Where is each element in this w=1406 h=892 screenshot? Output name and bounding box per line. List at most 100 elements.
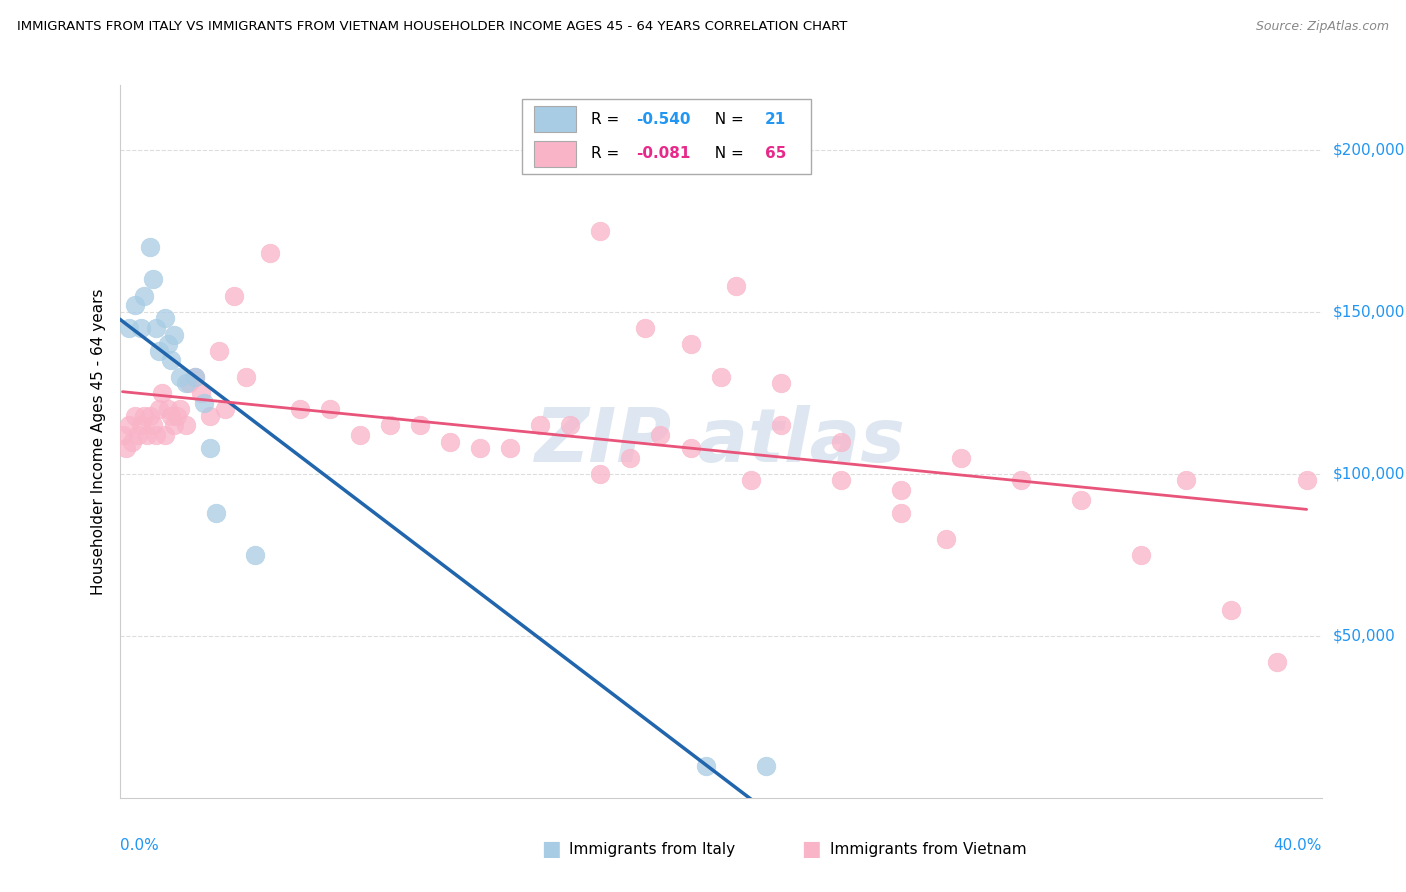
Point — [208, 343, 231, 358]
Point — [117, 321, 139, 335]
Point — [129, 321, 152, 335]
Point — [132, 288, 155, 302]
Point — [1010, 474, 1032, 488]
Point — [204, 506, 226, 520]
Text: IMMIGRANTS FROM ITALY VS IMMIGRANTS FROM VIETNAM HOUSEHOLDER INCOME AGES 45 - 64: IMMIGRANTS FROM ITALY VS IMMIGRANTS FROM… — [17, 20, 848, 33]
Text: $150,000: $150,000 — [1333, 304, 1405, 319]
Point — [177, 376, 200, 391]
Point — [114, 441, 136, 455]
Point — [121, 434, 143, 449]
Point — [1070, 492, 1092, 507]
Point — [830, 474, 852, 488]
Text: -0.540: -0.540 — [637, 112, 690, 127]
Point — [950, 450, 973, 465]
Point — [560, 418, 582, 433]
Point — [468, 441, 492, 455]
Point — [235, 369, 257, 384]
Point — [145, 321, 167, 335]
Point — [709, 369, 731, 384]
Point — [349, 428, 371, 442]
Text: ZIP atlas: ZIP atlas — [536, 405, 905, 478]
Text: ■: ■ — [801, 839, 821, 859]
Point — [222, 288, 245, 302]
Point — [378, 418, 401, 433]
Text: $100,000: $100,000 — [1333, 467, 1405, 482]
Point — [117, 418, 139, 433]
Point — [142, 418, 165, 433]
Point — [288, 402, 311, 417]
Point — [169, 369, 191, 384]
Point — [132, 409, 155, 423]
Point — [159, 353, 181, 368]
Point — [769, 418, 792, 433]
Point — [138, 240, 160, 254]
Point — [650, 428, 672, 442]
FancyBboxPatch shape — [522, 99, 811, 174]
Point — [156, 337, 179, 351]
Text: 40.0%: 40.0% — [1274, 838, 1322, 853]
Text: N =: N = — [704, 146, 748, 161]
Point — [198, 441, 221, 455]
FancyBboxPatch shape — [534, 141, 576, 167]
Point — [150, 385, 173, 400]
Point — [319, 402, 342, 417]
Point — [166, 409, 188, 423]
Text: Immigrants from Vietnam: Immigrants from Vietnam — [830, 842, 1026, 856]
Text: 65: 65 — [765, 146, 786, 161]
Point — [162, 327, 184, 342]
Point — [1295, 474, 1317, 488]
Point — [183, 369, 205, 384]
Point — [634, 321, 657, 335]
Point — [830, 434, 852, 449]
Point — [935, 532, 957, 546]
Point — [755, 759, 778, 773]
Point — [169, 402, 191, 417]
Point — [183, 369, 205, 384]
Point — [193, 395, 215, 409]
Point — [679, 441, 702, 455]
FancyBboxPatch shape — [534, 106, 576, 132]
Point — [409, 418, 432, 433]
Point — [214, 402, 236, 417]
Point — [174, 376, 197, 391]
Point — [153, 428, 176, 442]
Point — [190, 385, 212, 400]
Point — [1175, 474, 1198, 488]
Point — [135, 428, 157, 442]
Point — [1265, 655, 1288, 669]
Text: Immigrants from Italy: Immigrants from Italy — [569, 842, 735, 856]
Text: N =: N = — [704, 112, 748, 127]
Point — [156, 402, 179, 417]
Point — [148, 343, 170, 358]
Text: $200,000: $200,000 — [1333, 142, 1405, 157]
Point — [142, 272, 165, 286]
Point — [174, 418, 197, 433]
Point — [619, 450, 641, 465]
Text: ■: ■ — [541, 839, 561, 859]
Point — [589, 224, 612, 238]
Point — [439, 434, 461, 449]
Point — [127, 428, 149, 442]
Point — [890, 506, 912, 520]
Text: -0.081: -0.081 — [637, 146, 690, 161]
Point — [138, 409, 160, 423]
Point — [890, 483, 912, 498]
Point — [499, 441, 522, 455]
Point — [589, 467, 612, 481]
Point — [529, 418, 551, 433]
Point — [111, 428, 134, 442]
Point — [679, 337, 702, 351]
Point — [198, 409, 221, 423]
Point — [259, 246, 281, 260]
Point — [159, 409, 181, 423]
Point — [153, 311, 176, 326]
Point — [740, 474, 762, 488]
Point — [148, 402, 170, 417]
Point — [145, 428, 167, 442]
Text: R =: R = — [591, 146, 624, 161]
Point — [1130, 548, 1153, 562]
Point — [1220, 603, 1243, 617]
Text: $50,000: $50,000 — [1333, 629, 1396, 644]
Point — [724, 278, 747, 293]
Point — [129, 418, 152, 433]
